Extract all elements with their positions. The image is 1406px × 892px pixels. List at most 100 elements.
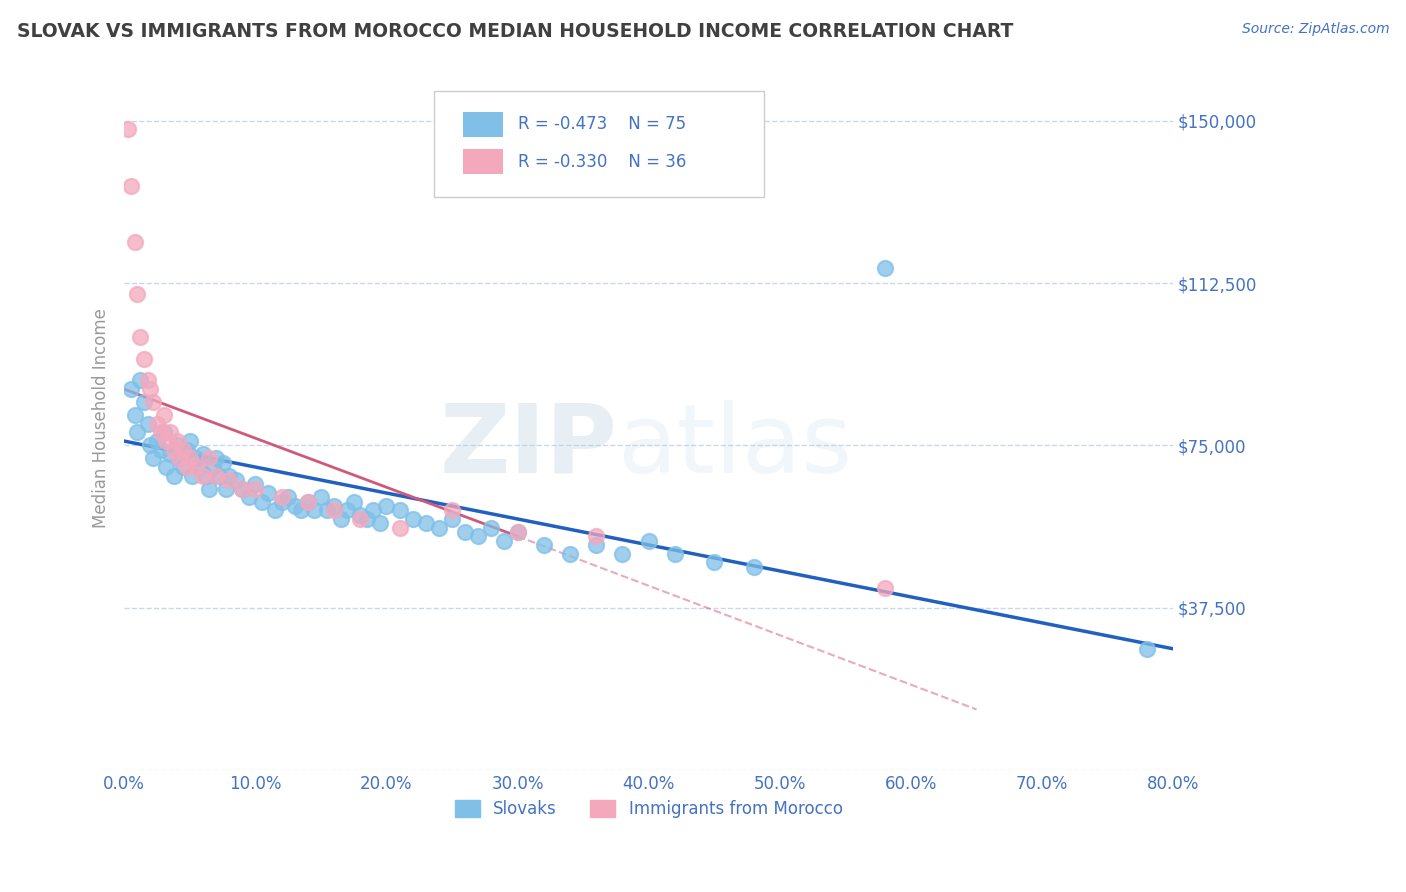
Point [198,451,221,466]
Point [169,451,191,466]
Point [188,460,211,475]
Point [186,460,208,475]
Point [231,482,253,496]
Point [172,442,194,457]
Point [186,451,208,466]
Point [323,499,346,513]
Text: Source: ZipAtlas.com: Source: ZipAtlas.com [1241,22,1389,37]
Point [218,473,240,487]
Point [664,547,686,561]
Text: R = -0.330    N = 36: R = -0.330 N = 36 [517,153,686,170]
Point [329,512,352,526]
Point [120,178,142,193]
Point [120,382,142,396]
Point [136,374,159,388]
Point [176,442,198,457]
Text: ZIP: ZIP [439,400,617,493]
Point [142,451,165,466]
Point [163,442,186,457]
Point [155,460,177,475]
FancyBboxPatch shape [463,149,503,174]
Point [205,468,228,483]
Point [139,438,162,452]
Text: R = -0.473    N = 75: R = -0.473 N = 75 [517,115,686,134]
Point [163,468,186,483]
Point [205,451,228,466]
Point [612,547,634,561]
Point [149,442,172,457]
Point [159,425,181,440]
Point [533,538,555,552]
Point [250,494,273,508]
Point [136,417,159,431]
Point [179,451,201,466]
Point [440,503,463,517]
Point [127,425,149,440]
Point [264,503,287,517]
Point [343,494,366,508]
Text: atlas: atlas [617,400,852,493]
Point [270,491,292,505]
Point [129,330,152,344]
Point [172,460,194,475]
Point [427,521,450,535]
Point [873,260,896,275]
Point [198,482,221,496]
Y-axis label: Median Household Income: Median Household Income [93,309,110,528]
Point [873,581,896,595]
Point [440,512,463,526]
Point [316,503,339,517]
Point [368,516,391,531]
Point [181,468,204,483]
Point [388,521,411,535]
Point [585,529,607,543]
Point [132,395,155,409]
Point [415,516,437,531]
Point [215,482,238,496]
Point [166,438,188,452]
Point [494,533,516,548]
Point [146,434,169,448]
Point [402,512,425,526]
Point [152,425,174,440]
Point [225,473,247,487]
Point [139,382,162,396]
Point [309,491,332,505]
Point [142,395,165,409]
Point [454,524,477,539]
Point [211,456,233,470]
Point [585,538,607,552]
Point [558,547,581,561]
Point [176,460,198,475]
Point [336,503,359,517]
Point [166,434,188,448]
Point [231,482,253,496]
Point [218,468,240,483]
Point [479,521,502,535]
FancyBboxPatch shape [463,112,503,137]
Legend: Slovaks, Immigrants from Morocco: Slovaks, Immigrants from Morocco [449,794,849,825]
Point [238,491,260,505]
Point [349,512,371,526]
Point [703,555,725,569]
Point [146,417,169,431]
Point [124,235,146,249]
Point [149,425,172,440]
Point [179,434,201,448]
Point [297,494,319,508]
Point [1136,641,1159,656]
Point [270,494,292,508]
Point [245,482,267,496]
Point [467,529,489,543]
Point [194,468,217,483]
Point [349,508,371,522]
Point [202,460,225,475]
Point [152,408,174,422]
Point [284,499,307,513]
Point [191,468,214,483]
Point [323,503,346,517]
Point [124,408,146,422]
Point [297,494,319,508]
Point [159,447,181,461]
Point [506,524,529,539]
